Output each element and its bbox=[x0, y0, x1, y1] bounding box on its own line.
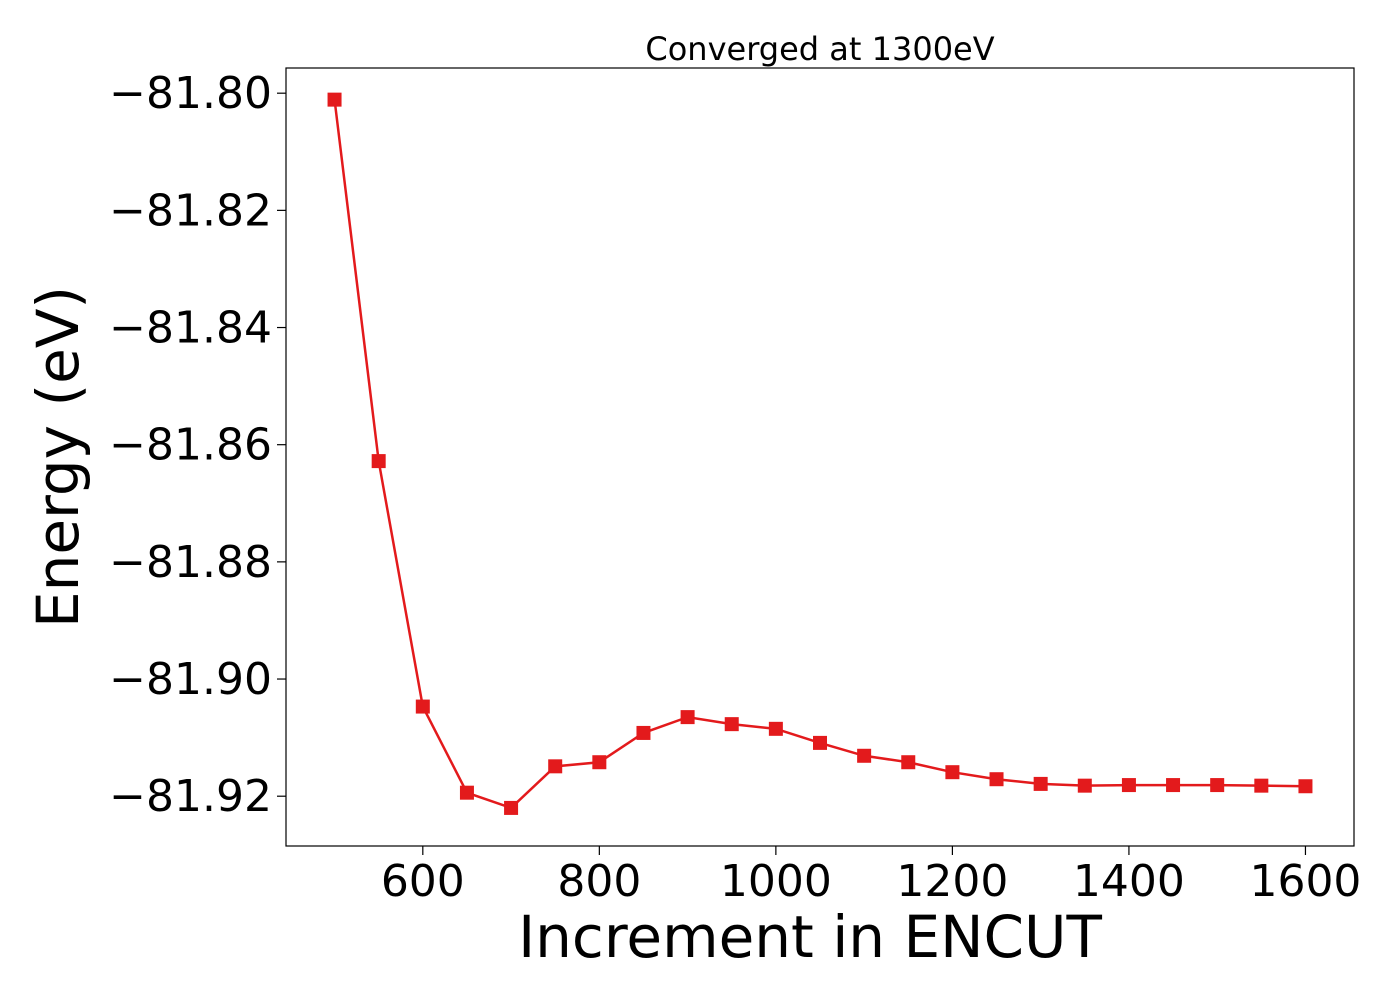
data-point-marker bbox=[680, 710, 695, 725]
data-point-marker bbox=[1121, 778, 1136, 793]
x-tick-label: 600 bbox=[381, 856, 465, 907]
data-point-marker bbox=[1298, 779, 1313, 794]
x-tick-label: 1400 bbox=[1073, 856, 1185, 907]
data-point-marker bbox=[548, 759, 563, 774]
y-axis: −81.80 −81.82 −81.84 −81.86 −81.88 −81.90 −81.… bbox=[109, 68, 286, 822]
y-tick-label: −81.80 bbox=[109, 68, 272, 119]
data-point-marker bbox=[1166, 778, 1181, 793]
data-point-marker bbox=[327, 92, 342, 107]
data-point-marker bbox=[1254, 778, 1269, 793]
data-point-marker bbox=[415, 699, 430, 714]
y-tick-label: −81.92 bbox=[109, 771, 272, 822]
y-tick-label: −81.84 bbox=[109, 303, 272, 354]
x-axis-title: Increment in ENCUT bbox=[518, 903, 1102, 971]
data-point-marker bbox=[504, 800, 519, 815]
data-point-marker bbox=[636, 725, 651, 740]
data-point-marker bbox=[724, 717, 739, 732]
data-point-marker bbox=[945, 765, 960, 780]
y-tick-label: −81.82 bbox=[109, 185, 272, 236]
plot-area-frame bbox=[285, 67, 1355, 847]
y-tick-label: −81.86 bbox=[109, 420, 272, 471]
data-point-marker bbox=[768, 721, 783, 736]
data-point-marker bbox=[592, 755, 607, 770]
data-point-marker bbox=[1033, 776, 1048, 791]
data-point-marker bbox=[1077, 778, 1092, 793]
data-point-marker bbox=[813, 735, 827, 750]
x-tick-label: 1600 bbox=[1249, 856, 1361, 907]
data-point-marker bbox=[459, 785, 474, 800]
x-tick-label: 1000 bbox=[720, 856, 832, 907]
x-axis: 600 800 1000 1200 1400 1600 bbox=[381, 846, 1361, 907]
data-point-marker bbox=[371, 454, 386, 469]
data-point-marker bbox=[901, 755, 916, 770]
y-tick-label: −81.90 bbox=[109, 654, 272, 705]
data-point-marker bbox=[857, 748, 872, 763]
chart-title: Converged at 1300eV bbox=[645, 30, 994, 68]
x-tick-label: 800 bbox=[557, 856, 641, 907]
y-tick-label: −81.88 bbox=[109, 537, 272, 588]
data-point-marker bbox=[1210, 778, 1225, 793]
energy-series-markers bbox=[327, 92, 1313, 815]
y-axis-title: Energy (eV) bbox=[24, 286, 92, 628]
data-point-marker bbox=[989, 772, 1004, 787]
x-tick-label: 1200 bbox=[896, 856, 1008, 907]
energy-series-line bbox=[333, 99, 1306, 810]
